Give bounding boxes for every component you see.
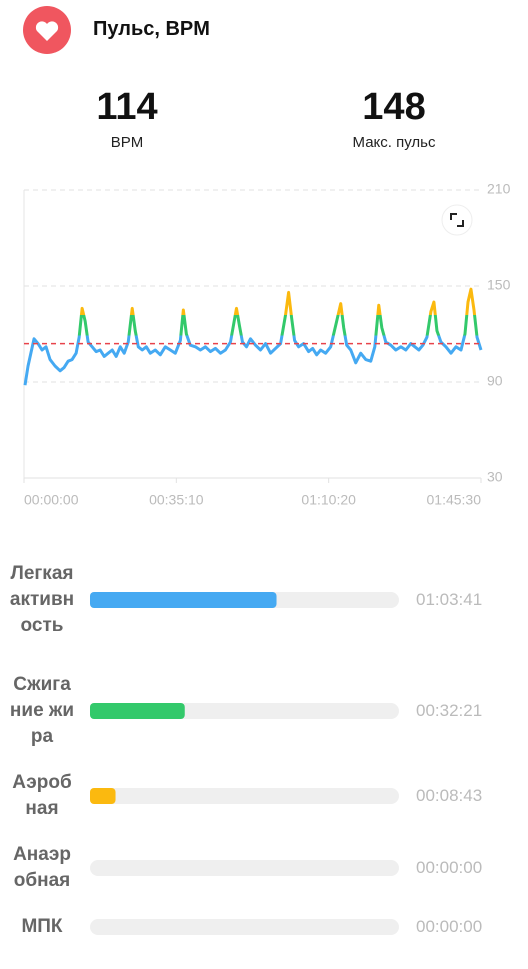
y-tick-label: 90	[487, 373, 503, 389]
stat-label: BPM	[110, 134, 144, 151]
stat-avg: 114 BPM	[27, 84, 227, 151]
zone-duration: 00:00:00	[416, 917, 483, 936]
x-tick-label: 01:10:20	[301, 492, 356, 508]
stat-value: 148	[362, 86, 426, 128]
chart: 30 90 150 210 00:00:00 00:35:10 01:10:20 01:45:…	[23, 181, 511, 508]
hr-line	[23, 287, 483, 386]
zone-duration: 00:32:21	[416, 701, 483, 720]
x-tick-label: 00:35:10	[149, 492, 204, 508]
fullscreen-icon	[450, 213, 464, 227]
x-tick-label: 00:00:00	[24, 492, 79, 508]
fullscreen-button[interactable]	[441, 204, 473, 236]
zone-track	[90, 788, 399, 804]
zone-bar	[90, 592, 277, 608]
title: Пульс, BPM	[93, 18, 210, 40]
zone-label: Легкая активность	[9, 563, 75, 636]
y-tick-label: 150	[487, 277, 511, 293]
zone-track	[90, 860, 399, 876]
zone-bar	[90, 703, 185, 719]
zone-label: МПК	[21, 916, 63, 937]
zone-track	[90, 919, 399, 935]
y-tick-label: 210	[487, 181, 511, 197]
stat-label: Макс. пульс	[352, 134, 436, 151]
zone-label: Аэробная	[12, 772, 72, 819]
x-tick-label: 01:45:30	[427, 492, 482, 508]
stat-max: 148 Макс. пульс	[294, 84, 494, 151]
heart-icon	[35, 21, 59, 41]
zone-label: Сжигание жира	[9, 674, 75, 747]
y-tick-label: 30	[487, 469, 503, 485]
zone-bars	[90, 592, 399, 935]
zone-bar	[90, 788, 116, 804]
zone-duration: 00:08:43	[416, 786, 483, 805]
zone-duration: 00:00:00	[416, 858, 483, 877]
zone-duration: 01:03:41	[416, 590, 483, 609]
stat-value: 114	[96, 86, 158, 128]
zone-label: Анаэробная	[13, 844, 71, 891]
